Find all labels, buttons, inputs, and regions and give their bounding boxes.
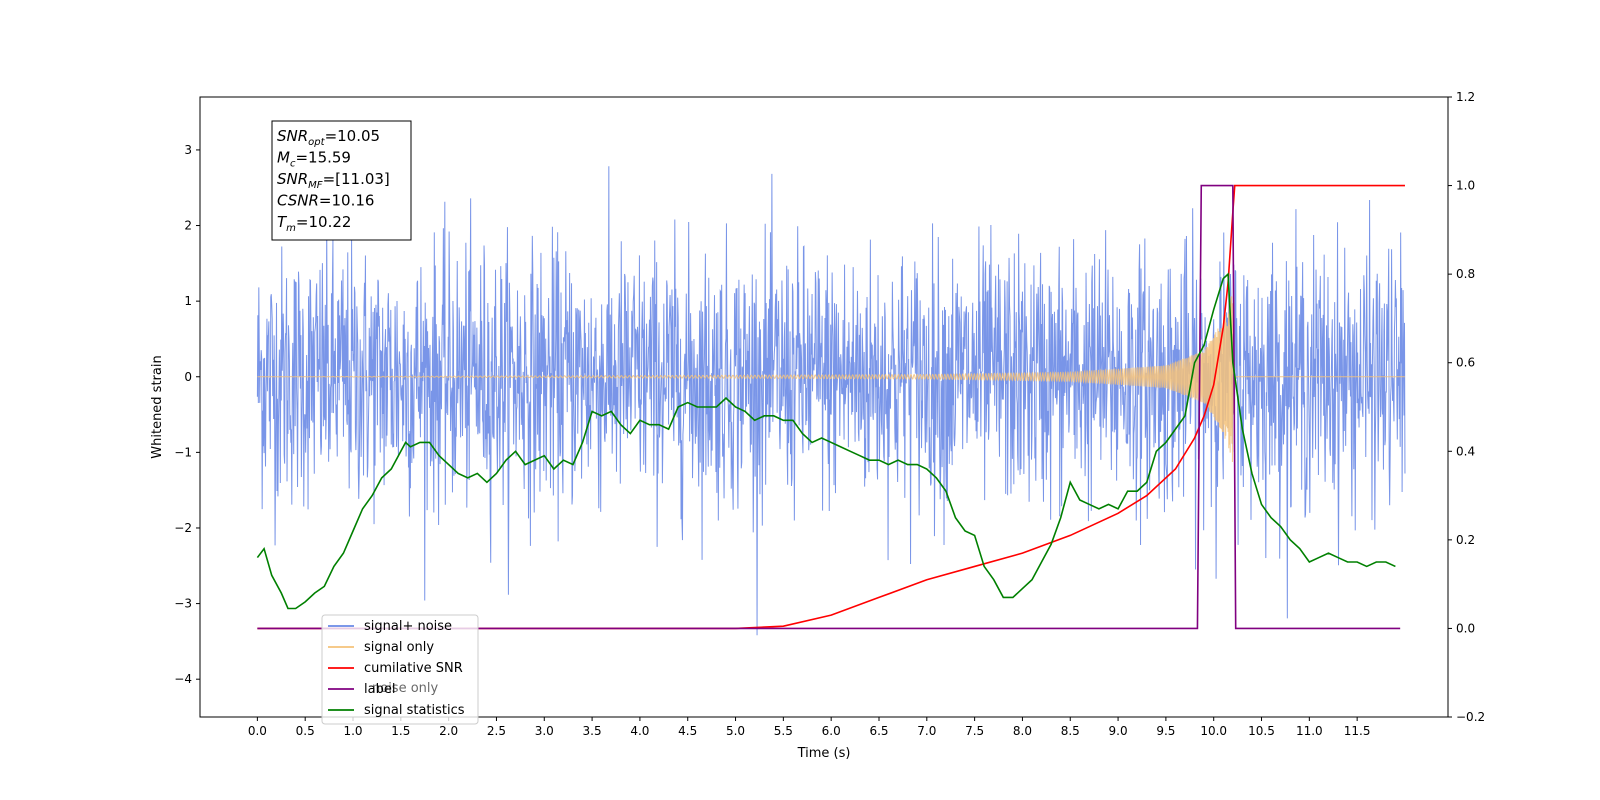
y-axis-title: Whitened strain: [150, 355, 165, 458]
y-tick-label-right: −0.2: [1456, 710, 1485, 724]
series-layer: [256, 166, 1406, 636]
x-tick-label: 10.0: [1200, 724, 1227, 738]
x-tick-label: 0.0: [248, 724, 267, 738]
legend-label-noise-only: noise only: [372, 681, 439, 696]
annotation-line: SNRMF=[11.03]: [277, 170, 390, 191]
x-tick-label: 2.0: [439, 724, 458, 738]
legend: signal+ noise signal only cumilative SNR la…: [321, 614, 479, 725]
series-cumulative-snr: [257, 184, 1405, 630]
x-tick-label: 6.5: [869, 724, 888, 738]
x-tick-label: 8.5: [1061, 724, 1080, 738]
y-tick-label-left: 2: [184, 219, 192, 233]
x-tick-label: 10.5: [1248, 724, 1275, 738]
x-tick-label: 2.5: [487, 724, 506, 738]
x-axis-title: Time (s): [797, 746, 851, 761]
x-tick-label: 11.0: [1296, 724, 1323, 738]
legend-label: signal statistics: [364, 703, 465, 718]
y-tick-label-right: 1.0: [1456, 179, 1475, 193]
y-tick-label-right: 1.2: [1456, 90, 1475, 104]
x-tick-label: 4.5: [678, 724, 697, 738]
legend-label: signal+ noise: [364, 619, 452, 634]
y-tick-label-left: −1: [174, 445, 192, 459]
x-tick-label: 7.5: [965, 724, 984, 738]
annotation-box-frame: [271, 120, 412, 241]
x-tick-label: 0.5: [296, 724, 315, 738]
annotation-line: SNRopt=10.05: [277, 127, 380, 148]
y-axis-right: 1.2 1.0 0.8 0.6 0.4 0.2 0.0 −0.2: [1448, 90, 1485, 724]
y-axis-left: 3 2 1 0 −1 −2 −3 −4: [174, 143, 200, 686]
x-tick-label: 11.5: [1344, 724, 1371, 738]
legend-label: label: [364, 682, 395, 697]
y-tick-label-right: 0.8: [1456, 267, 1475, 281]
y-tick-label-left: 3: [184, 143, 192, 157]
x-tick-label: 6.0: [822, 724, 841, 738]
x-tick-label: 7.0: [917, 724, 936, 738]
series-signal-statistics: [256, 272, 1396, 610]
x-tick-label: 9.5: [1156, 724, 1175, 738]
y-tick-label-left: −3: [174, 597, 192, 611]
series-signal-noise: [256, 166, 1406, 636]
legend-label: cumilative SNR: [364, 661, 463, 676]
x-tick-label: 5.5: [774, 724, 793, 738]
legend-label: signal only: [364, 640, 434, 655]
y-tick-label-right: 0.4: [1456, 444, 1475, 458]
legend-frame: [321, 614, 479, 725]
series-label: [257, 184, 1401, 630]
plot-area: [256, 166, 1406, 636]
y-tick-label-right: 0.6: [1456, 356, 1475, 370]
y-tick-label-left: 1: [184, 294, 192, 308]
axes-frame: [199, 96, 1449, 718]
x-tick-label: 4.0: [630, 724, 649, 738]
metrics-annotation-box: SNRopt=10.05Mc=15.59SNRMF=[11.03]CSNR=10…: [271, 120, 412, 241]
x-tick-label: 9.0: [1109, 724, 1128, 738]
y-tick-label-left: −4: [174, 672, 192, 686]
y-tick-label-right: 0.0: [1456, 621, 1475, 635]
series-signal-only: [257, 296, 1405, 463]
annotation-line: Tm=10.22: [277, 213, 351, 234]
x-tick-label: 3.0: [535, 724, 554, 738]
x-tick-label: 1.0: [343, 724, 362, 738]
x-tick-label: 1.5: [391, 724, 410, 738]
x-tick-label: 8.0: [1013, 724, 1032, 738]
x-axis: 0.0 0.5 1.0 1.5 2.0 2.5 3.0 3.5 4.0 4.5 5.0 5.5 6.0 6…: [248, 717, 1371, 738]
x-tick-label: 3.5: [583, 724, 602, 738]
x-tick-label: 5.0: [726, 724, 745, 738]
y-tick-label-right: 0.2: [1456, 533, 1475, 547]
y-tick-label-left: 0: [184, 370, 192, 384]
annotation-line: CSNR=10.16: [277, 192, 374, 210]
y-tick-label-left: −2: [174, 521, 192, 535]
annotation-line: Mc=15.59: [277, 149, 351, 170]
